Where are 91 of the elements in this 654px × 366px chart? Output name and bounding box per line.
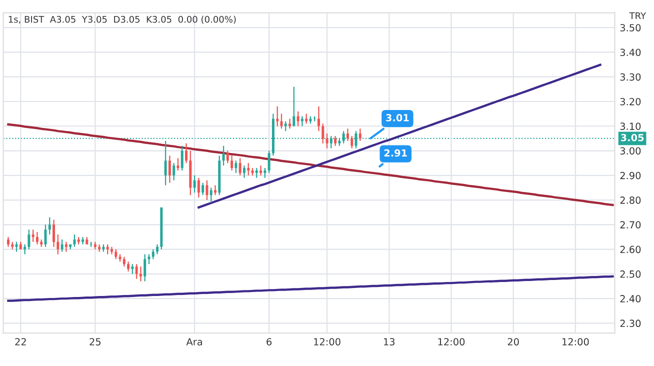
candlestick — [172, 162, 176, 181]
y-tick-label: 2.60 — [620, 246, 641, 254]
candlestick — [326, 132, 328, 149]
candlestick — [131, 264, 134, 274]
candlestick — [135, 264, 138, 280]
candlestick — [32, 229, 34, 242]
candlestick — [305, 113, 308, 124]
candlestick — [206, 180, 208, 201]
candlestick — [127, 261, 130, 272]
y-tick-label: 2.40 — [620, 295, 641, 302]
candlestick — [52, 219, 56, 248]
x-tick-label: 12:00 — [438, 338, 465, 346]
candlestick — [292, 86, 296, 127]
candlestick — [164, 140, 167, 186]
candlestick — [226, 150, 229, 164]
y-tick-label: 3.20 — [620, 98, 641, 106]
y-tick-label: 3.10 — [620, 122, 641, 130]
candlestick — [82, 236, 84, 245]
x-tick-label: 22 — [15, 338, 26, 346]
candlestick — [156, 244, 159, 255]
line-series — [198, 64, 602, 209]
candlestick — [230, 155, 234, 172]
candlestick — [60, 238, 64, 252]
candlestick — [350, 135, 354, 149]
y-tick-label: 3.50 — [620, 24, 641, 32]
ref-line-label: 3.05 — [620, 134, 644, 142]
candlestick — [210, 187, 212, 204]
candlestick — [255, 167, 258, 178]
y-tick-label: 2.90 — [620, 172, 641, 180]
candlestick — [73, 234, 76, 248]
candlestick — [358, 128, 362, 142]
candlestick — [193, 174, 196, 194]
x-tick-label: 13 — [384, 338, 395, 346]
candlestick — [180, 145, 184, 172]
annotation: 2.91 — [384, 149, 407, 157]
candlestick — [334, 135, 337, 146]
candlestick — [238, 158, 242, 176]
y-tick-label: 3.30 — [620, 73, 641, 81]
candlestick — [64, 241, 68, 252]
candlestick — [202, 182, 204, 196]
candlestick — [284, 120, 287, 132]
candlestick — [288, 118, 292, 130]
line-series — [7, 123, 614, 206]
y-tick-label: 3.00 — [620, 147, 641, 155]
candlestick — [114, 248, 118, 260]
candlestick — [346, 128, 349, 142]
candlestick — [222, 145, 225, 166]
x-tick-label: 12:00 — [314, 338, 340, 346]
candlestick — [234, 160, 238, 174]
candlestick — [318, 106, 320, 132]
chart-title: 1s, BIST A3.05 Y3.05 D3.05 K3.05 0.00 (0.00%) — [8, 16, 236, 24]
candlestick — [300, 116, 304, 127]
candlestick — [264, 167, 266, 178]
annotation: 3.01 — [386, 114, 409, 122]
y-axis-title: TRY — [629, 12, 646, 19]
candlestick — [280, 113, 283, 130]
candlestick — [36, 232, 38, 245]
candlestick — [185, 142, 188, 164]
x-tick-label: Ara — [186, 338, 202, 346]
y-tick-label: 2.50 — [620, 270, 641, 278]
x-tick-label: 12:00 — [562, 338, 589, 346]
candlestick — [139, 266, 142, 282]
candlestick — [197, 177, 200, 198]
x-tick-label: 6 — [266, 338, 272, 346]
y-tick-label: 2.30 — [620, 320, 641, 328]
line-series — [7, 275, 614, 302]
candlestick — [168, 155, 171, 184]
candlestick — [260, 164, 262, 176]
candlestick — [6, 236, 10, 248]
candlestick — [48, 216, 51, 236]
y-tick-label: 2.80 — [620, 196, 641, 204]
candlestick — [214, 184, 216, 196]
y-tick-label: 3.40 — [620, 48, 641, 56]
x-tick-label: 20 — [508, 338, 519, 346]
candlestick — [176, 158, 180, 172]
candlestick — [296, 110, 300, 127]
candlestick — [106, 244, 109, 255]
y-tick-label: 2.70 — [620, 221, 641, 228]
candlestick — [122, 256, 126, 268]
candlestick — [247, 162, 250, 176]
candlestick — [152, 248, 154, 260]
candlestick — [242, 164, 246, 178]
candlestick — [268, 150, 270, 174]
candlestick — [276, 106, 279, 127]
candlestick — [56, 234, 60, 255]
x-tick-label: 25 — [90, 338, 101, 346]
candlestick — [24, 244, 26, 255]
candlestick — [144, 254, 146, 282]
candlestick — [322, 123, 324, 144]
candlestick — [15, 241, 18, 252]
candlestick — [28, 229, 30, 250]
